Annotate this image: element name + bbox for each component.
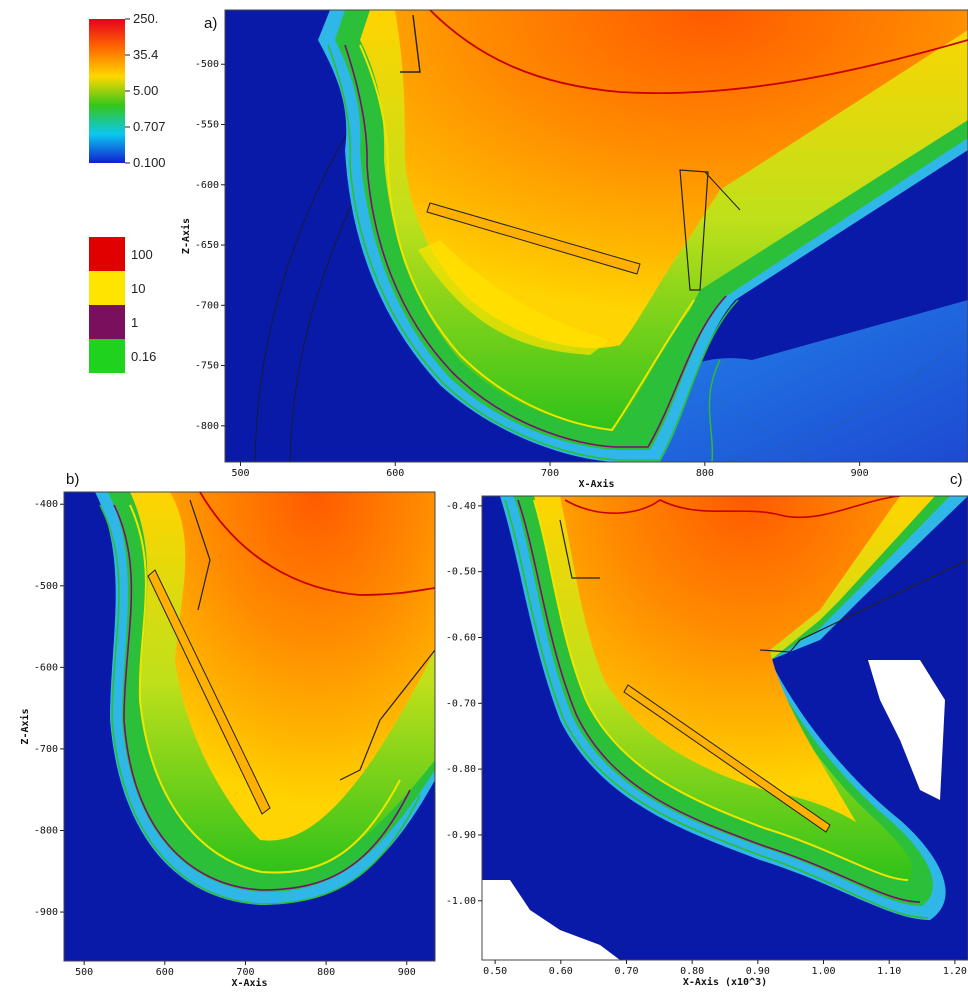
x-tick-label: 0.70 [614,966,638,977]
y-tick-label: -750 [195,361,219,372]
y-tick-label: -550 [195,120,219,131]
y-axis-label: Z-Axis [19,708,31,744]
y-axis-label: Z-Axis [180,218,192,254]
y-tick-label: -0.50 [446,567,476,578]
legend-swatch [89,271,125,305]
legend-entry-label: 0.16 [131,349,156,364]
legend-swatch [89,237,125,271]
x-tick-label: 0.50 [483,966,507,977]
panel-b: b) 500 600 700 800 900 -400 -500 -600 -700 -800 -9… [19,471,436,989]
y-tick-label: -400 [34,499,58,510]
panel-b-field [95,492,435,905]
x-tick-label: 500 [75,967,93,978]
discrete-legend: 100 10 1 0.16 [89,237,156,373]
x-tick-label: 0.80 [680,966,704,977]
x-tick-label: 800 [696,468,714,479]
x-tick-label: 1.10 [877,966,901,977]
y-tick-label: -500 [195,59,219,70]
colorbar-tick-label: 5.00 [133,83,158,98]
x-tick-label: 900 [851,468,869,479]
colorbar-tick-label: 0.100 [133,155,166,170]
y-tick-label: -600 [34,662,58,673]
y-tick-label: -700 [195,300,219,311]
panel-a: a) 500 600 700 800 900-500-550-600-650-7 [180,9,968,490]
panel-label-c: c) [950,471,963,488]
y-tick-label: -650 [195,240,219,251]
x-tick-label: 600 [386,468,404,479]
x-axis-label: X-Axis [578,478,614,490]
y-tick-label: -500 [34,581,58,592]
x-tick-label: 0.60 [549,966,573,977]
legend-swatch [89,339,125,373]
y-tick-label: -0.70 [446,698,476,709]
x-tick-label: 1.20 [943,966,967,977]
x-tick-label: 0.90 [746,966,770,977]
x-tick-label: 500 [231,468,249,479]
colorbar [89,19,125,163]
panel-c: c) 0.50 0.60 0.70 0.80 0.90 1.00 1.10 1.20 -0.40… [446,471,968,988]
legend-entry-label: 10 [131,281,145,296]
y-tick-label: -600 [195,180,219,191]
colorbar-tick-label: 0.707 [133,119,166,134]
legend-swatch [89,305,125,339]
x-axis-label: X-Axis [231,977,267,989]
panel-label-a: a) [204,15,217,32]
y-tick-label: -800 [195,421,219,432]
x-tick-label: 700 [236,967,254,978]
x-tick-label: 900 [398,967,416,978]
y-tick-label: -900 [34,907,58,918]
y-tick-label: -0.90 [446,830,476,841]
y-tick-label: -800 [34,825,58,836]
continuous-legend: 250. 35.4 5.00 0.707 0.100 [89,11,166,170]
y-tick-label: -0.40 [446,501,476,512]
x-tick-label: 700 [541,468,559,479]
panel-label-b: b) [66,471,79,488]
panel-a-field [254,10,968,462]
y-tick-label: -0.60 [446,633,476,644]
x-tick-label: 800 [317,967,335,978]
panel-c-field [482,496,968,960]
x-tick-label: 1.00 [811,966,835,977]
y-tick-label: -700 [34,744,58,755]
x-axis-label: X-Axis (x10^3) [683,976,767,988]
colorbar-tick-label: 250. [133,11,158,26]
y-tick-label: -1.00 [446,896,476,907]
legend-entry-label: 1 [131,315,138,330]
y-tick-label: -0.80 [446,764,476,775]
x-tick-label: 600 [156,967,174,978]
colorbar-tick-label: 35.4 [133,47,158,62]
legend-entry-label: 100 [131,247,153,262]
